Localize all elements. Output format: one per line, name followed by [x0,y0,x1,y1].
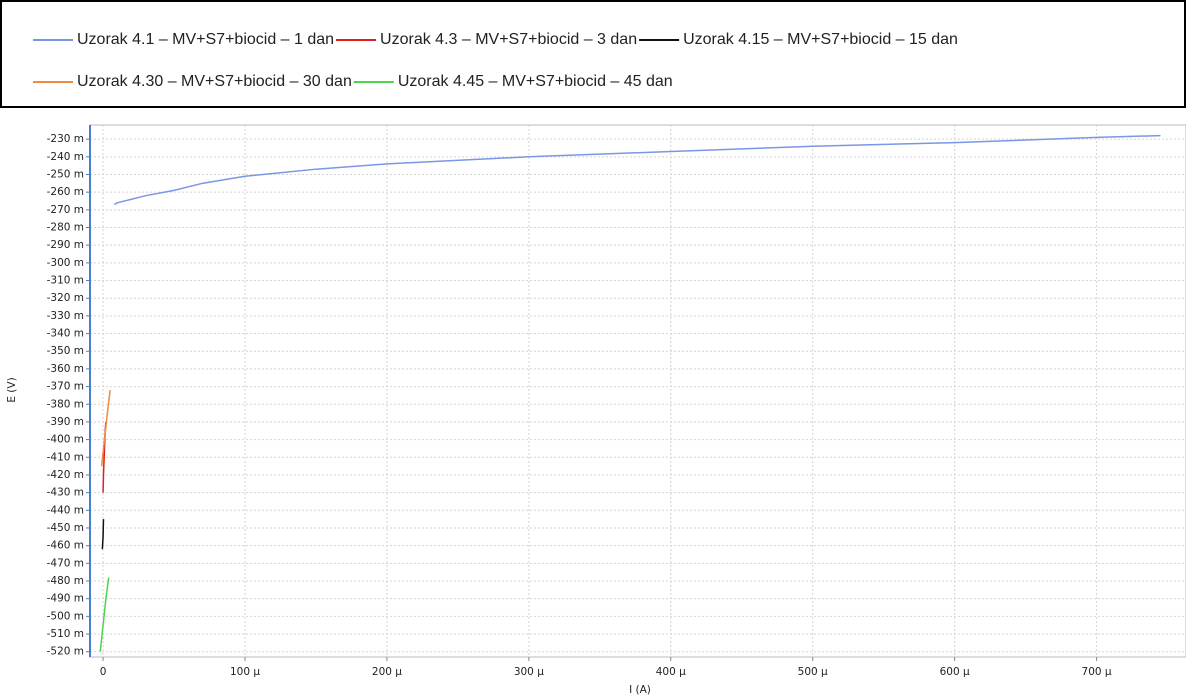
legend-box [0,0,1186,108]
y-tick-label: -420 m [47,469,84,481]
y-tick-label: -450 m [47,522,84,534]
x-tick-label: 700 µ [1082,666,1112,678]
y-tick-label: -250 m [47,168,84,180]
y-tick-label: -230 m [47,133,84,145]
y-tick-label: -340 m [47,328,84,340]
y-tick-label: -470 m [47,557,84,569]
legend-label: Uzorak 4.3 – MV+S7+biocid – 3 dan [380,31,637,48]
y-tick-label: -240 m [47,151,84,163]
y-tick-label: -280 m [47,222,84,234]
y-tick-label: -270 m [47,204,84,216]
legend-label: Uzorak 4.15 – MV+S7+biocid – 15 dan [683,31,958,48]
y-tick-label: -400 m [47,434,84,446]
series-line [101,519,105,550]
x-tick-label: 200 µ [372,666,402,678]
legend-label: Uzorak 4.30 – MV+S7+biocid – 30 dan [77,73,352,90]
y-tick-label: -350 m [47,345,84,357]
x-tick-label: 400 µ [656,666,686,678]
x-tick-label: 300 µ [514,666,544,678]
y-tick-label: -500 m [47,610,84,622]
legend-label: Uzorak 4.1 – MV+S7+biocid – 1 dan [77,31,334,48]
y-tick-label: -330 m [47,310,84,322]
series-line [114,134,1161,206]
y-tick-label: -440 m [47,504,84,516]
y-tick-label: -490 m [47,593,84,605]
y-tick-label: -300 m [47,257,84,269]
y-tick-label: -260 m [47,186,84,198]
y-tick-label: -520 m [47,646,84,658]
y-tick-label: -480 m [47,575,84,587]
x-tick-label: 0 [100,666,107,678]
y-tick-label: -290 m [47,239,84,251]
y-tick-label: -460 m [47,540,84,552]
y-axis-label: E (V) [6,377,18,402]
y-tick-label: -310 m [47,275,84,287]
x-axis-label: I (A) [629,684,651,696]
y-tick-label: -510 m [47,628,84,640]
y-tick-label: -370 m [47,381,84,393]
series-line [99,577,110,652]
legend-label: Uzorak 4.45 – MV+S7+biocid – 45 dan [398,73,673,90]
series-line [100,390,111,467]
y-tick-label: -380 m [47,398,84,410]
plot-area [89,124,1186,658]
x-tick-label: 500 µ [798,666,828,678]
y-tick-label: -430 m [47,487,84,499]
y-tick-label: -360 m [47,363,84,375]
y-tick-label: -390 m [47,416,84,428]
y-tick-label: -320 m [47,292,84,304]
y-tick-label: -410 m [47,451,84,463]
x-tick-label: 100 µ [230,666,260,678]
x-tick-label: 600 µ [940,666,970,678]
